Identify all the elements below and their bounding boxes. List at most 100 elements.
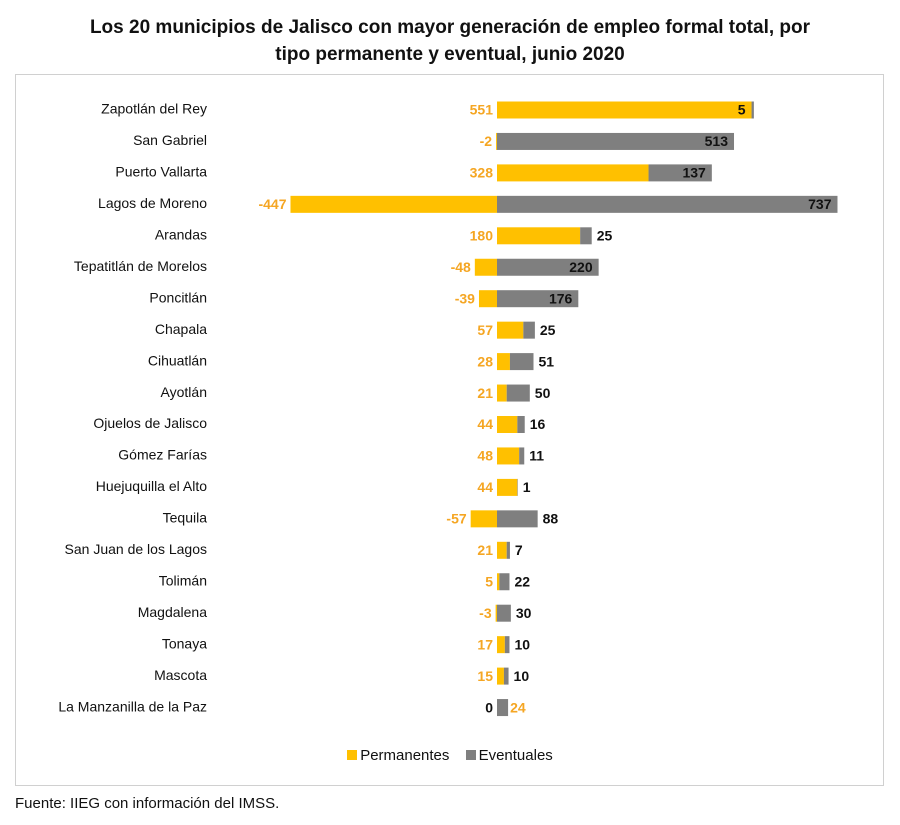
bar-permanentes bbox=[497, 573, 500, 591]
data-label-eventuales: 10 bbox=[514, 636, 530, 652]
data-label-eventuales: 22 bbox=[514, 573, 530, 589]
bar-eventuales bbox=[509, 353, 534, 371]
bar-permanentes bbox=[495, 604, 497, 622]
bar-permanentes bbox=[474, 258, 497, 276]
bar-permanentes bbox=[470, 510, 497, 528]
data-label-permanentes: 21 bbox=[477, 542, 493, 558]
data-label-eventuales: 137 bbox=[682, 165, 706, 181]
bar-eventuales bbox=[523, 321, 535, 339]
category-label: Huejuquilla el Alto bbox=[96, 478, 208, 494]
data-label-permanentes: -2 bbox=[480, 133, 493, 149]
data-label-eventuales: 1 bbox=[523, 479, 531, 495]
data-label-permanentes: 328 bbox=[470, 165, 494, 181]
data-label-permanentes: 5 bbox=[485, 573, 493, 589]
legend-swatch-eventuales bbox=[465, 750, 476, 760]
bar-permanentes bbox=[478, 290, 497, 308]
legend-item-permanentes: Permanentes bbox=[347, 747, 449, 764]
bar-eventuales bbox=[499, 573, 510, 591]
bar-permanentes bbox=[497, 447, 520, 465]
bar-eventuales bbox=[506, 541, 510, 559]
category-label: Poncitlán bbox=[149, 289, 207, 305]
data-label-permanentes: -447 bbox=[258, 196, 286, 212]
data-label-eventuales: 176 bbox=[549, 290, 573, 306]
category-label: Chapala bbox=[155, 321, 207, 337]
data-label-permanentes: -57 bbox=[446, 511, 466, 527]
bar-eventuales bbox=[497, 132, 735, 150]
bar-eventuales bbox=[519, 447, 525, 465]
data-label-permanentes: 180 bbox=[470, 228, 494, 244]
chart-title: Los 20 municipios de Jalisco con mayor g… bbox=[0, 14, 900, 68]
data-label-permanentes: 0 bbox=[485, 699, 493, 715]
bar-permanentes bbox=[497, 667, 504, 685]
data-label-eventuales: 88 bbox=[543, 511, 559, 527]
bar-eventuales bbox=[751, 101, 754, 119]
data-label-eventuales: 51 bbox=[538, 353, 554, 369]
category-label: Tepatitlán de Morelos bbox=[74, 258, 207, 274]
data-label-permanentes: -3 bbox=[479, 605, 492, 621]
category-label: Ayotlán bbox=[161, 384, 207, 400]
data-label-permanentes: -39 bbox=[455, 290, 475, 306]
bar-permanentes bbox=[290, 195, 497, 213]
data-label-permanentes: 48 bbox=[477, 448, 493, 464]
data-label-eventuales: 5 bbox=[738, 102, 746, 118]
category-label: Gómez Farías bbox=[118, 447, 207, 463]
data-label-eventuales: 11 bbox=[529, 448, 544, 464]
chart-title-line-2: tipo permanente y eventual, junio 2020 bbox=[275, 44, 625, 65]
legend-label-eventuales: Eventuales bbox=[478, 747, 553, 764]
bar-eventuales bbox=[503, 667, 509, 685]
bar-eventuales bbox=[504, 636, 510, 654]
data-label-permanentes: 57 bbox=[477, 322, 493, 338]
bar-eventuales bbox=[580, 227, 592, 245]
bar-eventuales bbox=[497, 699, 509, 717]
chart-legend: Permanentes Eventuales bbox=[0, 747, 900, 764]
bar-permanentes bbox=[497, 101, 752, 119]
bar-permanentes bbox=[497, 321, 524, 339]
source-note: Fuente: IIEG con información del IMSS. bbox=[15, 795, 280, 812]
bar-permanentes bbox=[497, 541, 507, 559]
data-label-permanentes: -48 bbox=[451, 259, 471, 275]
bar-eventuales bbox=[497, 258, 599, 276]
bar-eventuales bbox=[497, 604, 511, 622]
data-label-eventuales: 30 bbox=[516, 605, 532, 621]
data-label-eventuales: 24 bbox=[510, 699, 526, 715]
legend-label-permanentes: Permanentes bbox=[360, 747, 450, 764]
category-label: Zapotlán del Rey bbox=[101, 101, 207, 117]
category-label: La Manzanilla de la Paz bbox=[58, 698, 207, 714]
legend-swatch-permanentes bbox=[347, 750, 358, 760]
bar-permanentes bbox=[497, 416, 518, 433]
data-label-permanentes: 44 bbox=[477, 479, 493, 495]
data-label-eventuales: 737 bbox=[808, 196, 832, 212]
data-label-eventuales: 220 bbox=[569, 259, 593, 275]
data-label-eventuales: 10 bbox=[514, 668, 530, 684]
data-label-permanentes: 21 bbox=[477, 385, 493, 401]
category-label: Tonaya bbox=[162, 635, 207, 651]
category-label: Cihuatlán bbox=[148, 352, 207, 368]
data-label-eventuales: 25 bbox=[597, 228, 613, 244]
data-label-eventuales: 25 bbox=[540, 322, 556, 338]
category-label: San Gabriel bbox=[133, 132, 207, 148]
data-label-eventuales: 513 bbox=[705, 133, 729, 149]
category-label: San Juan de los Lagos bbox=[65, 541, 207, 557]
bar-permanentes bbox=[497, 227, 581, 245]
data-label-permanentes: 551 bbox=[470, 102, 494, 118]
bar-eventuales bbox=[497, 510, 538, 528]
bar-permanentes bbox=[497, 384, 507, 402]
data-label-eventuales: 7 bbox=[515, 542, 523, 558]
category-label: Ojuelos de Jalisco bbox=[93, 415, 207, 431]
category-label: Puerto Vallarta bbox=[115, 164, 207, 180]
chart-title-line-1: Los 20 municipios de Jalisco con mayor g… bbox=[89, 17, 811, 38]
bar-permanentes bbox=[497, 636, 505, 654]
category-label: Mascota bbox=[154, 667, 207, 683]
category-label: Magdalena bbox=[138, 604, 207, 620]
bar-permanentes bbox=[497, 164, 649, 182]
data-label-eventuales: 50 bbox=[535, 385, 551, 401]
bar-permanentes bbox=[497, 478, 518, 496]
bar-eventuales bbox=[497, 290, 579, 308]
data-label-eventuales: 16 bbox=[530, 416, 546, 432]
bar-permanentes bbox=[496, 132, 497, 150]
category-label: Tequila bbox=[163, 510, 208, 526]
data-label-permanentes: 15 bbox=[477, 668, 493, 684]
legend-item-eventuales: Eventuales bbox=[465, 747, 553, 764]
bar-permanentes bbox=[497, 353, 510, 371]
